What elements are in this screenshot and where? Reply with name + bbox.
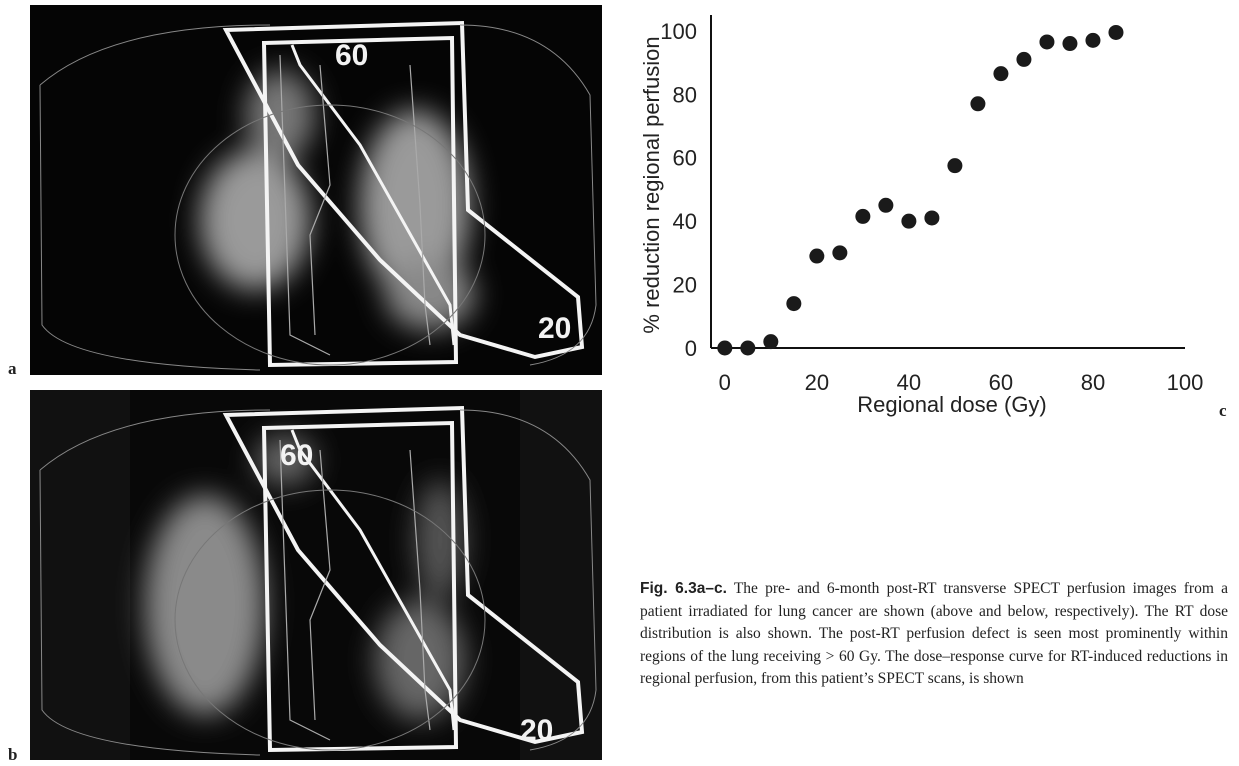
data-point bbox=[924, 210, 940, 226]
x-tick-label: 0 bbox=[719, 370, 731, 395]
data-point bbox=[1108, 24, 1124, 40]
data-point bbox=[809, 248, 825, 264]
data-point bbox=[970, 96, 986, 112]
x-tick-label: 80 bbox=[1081, 370, 1105, 395]
y-tick-label: 20 bbox=[673, 273, 697, 298]
y-tick-label: 0 bbox=[685, 336, 697, 361]
data-point bbox=[947, 158, 963, 174]
isodose-label: 60 bbox=[280, 439, 313, 472]
y-tick-label: 40 bbox=[673, 209, 697, 234]
data-point bbox=[1016, 51, 1032, 67]
y-axis-label: % reduction regional perfusion bbox=[639, 36, 664, 333]
data-point bbox=[717, 340, 733, 356]
y-tick-label: 60 bbox=[673, 146, 697, 171]
data-point bbox=[878, 197, 894, 213]
caption: Fig. 6.3a–c. The pre- and 6-month post-R… bbox=[640, 578, 1228, 691]
isodose-label: 20 bbox=[538, 312, 571, 345]
data-point bbox=[1062, 36, 1078, 52]
data-point bbox=[1039, 34, 1055, 50]
isodose-label: 20 bbox=[520, 714, 553, 747]
panel-label: c bbox=[1219, 401, 1227, 420]
caption-text: The pre- and 6-month post-RT transverse … bbox=[640, 580, 1228, 688]
caption-label: Fig. 6.3a–c. bbox=[640, 580, 727, 597]
panel-label: a bbox=[8, 359, 17, 378]
panel-label: b bbox=[8, 745, 17, 764]
y-tick-label: 80 bbox=[673, 82, 697, 107]
x-axis-label: Regional dose (Gy) bbox=[857, 392, 1047, 417]
data-point bbox=[1085, 32, 1101, 48]
data-point bbox=[993, 66, 1009, 82]
y-tick-label: 100 bbox=[660, 19, 697, 44]
x-tick-label: 100 bbox=[1167, 370, 1204, 395]
data-point bbox=[740, 340, 756, 356]
data-point bbox=[763, 334, 779, 350]
data-point bbox=[786, 296, 802, 312]
x-tick-label: 20 bbox=[805, 370, 829, 395]
data-point bbox=[832, 245, 848, 261]
spect-image-b: 60 20 bbox=[30, 390, 602, 760]
isodose-label: 60 bbox=[335, 39, 368, 72]
spect-image-a: 60 20 bbox=[30, 5, 602, 375]
data-point bbox=[855, 208, 871, 224]
x-tick-label: 40 bbox=[897, 370, 921, 395]
x-tick-label: 60 bbox=[989, 370, 1013, 395]
scatter-chart: Regional dose (Gy) % reduction regional … bbox=[639, 15, 1203, 417]
data-point bbox=[901, 213, 917, 229]
